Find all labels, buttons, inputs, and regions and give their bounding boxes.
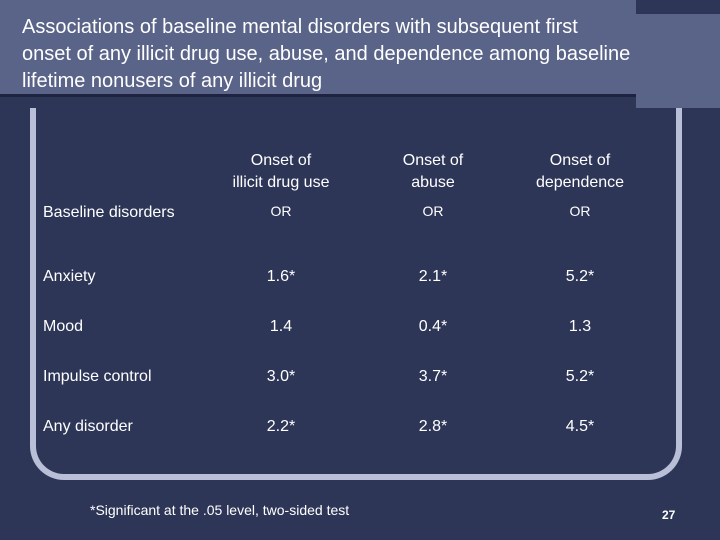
row-label: Anxiety [43,268,96,285]
cell-value: 2.2* [266,418,296,435]
footnote: *Significant at the .05 level, two-sided… [90,502,350,518]
cell-value: 4.5* [565,418,595,435]
cell-value: 1.6* [266,268,296,285]
column-header-line2: dependence [535,174,625,191]
column-header-abuse: Onset of abuse [368,150,498,194]
stat-label: OR [422,203,444,219]
title-bar [0,0,636,96]
slide-title: Associations of baseline mental disorder… [22,16,631,92]
title-divider [0,94,636,97]
cell-value: 1.4 [269,318,293,335]
cell-value: 5.2* [565,368,595,385]
cell-value: 3.0* [266,368,296,385]
stat-label: OR [569,203,591,219]
row-label: Mood [43,318,84,335]
column-header-line2: abuse [411,174,455,191]
cell-value: 2.1* [418,268,448,285]
column-header-line2: illicit drug use [232,174,330,191]
row-label: Any disorder [43,418,133,435]
title-bar-accent [636,14,720,108]
column-header-line1: Onset of [250,152,312,169]
column-header-line1: Onset of [402,152,464,169]
row-label: Impulse control [43,368,152,385]
page-number: 27 [662,508,676,522]
cell-value: 2.8* [418,418,448,435]
content-frame [30,108,682,480]
cell-value: 3.7* [418,368,448,385]
cell-value: 0.4* [418,318,448,335]
cell-value: 1.3 [568,318,592,335]
column-header-dependence: Onset of dependence [515,150,645,194]
column-header-illicit-drug-use: Onset of illicit drug use [216,150,346,194]
row-header: Baseline disorders [43,204,175,221]
stat-label: OR [270,203,292,219]
cell-value: 5.2* [565,268,595,285]
column-header-line1: Onset of [549,152,611,169]
